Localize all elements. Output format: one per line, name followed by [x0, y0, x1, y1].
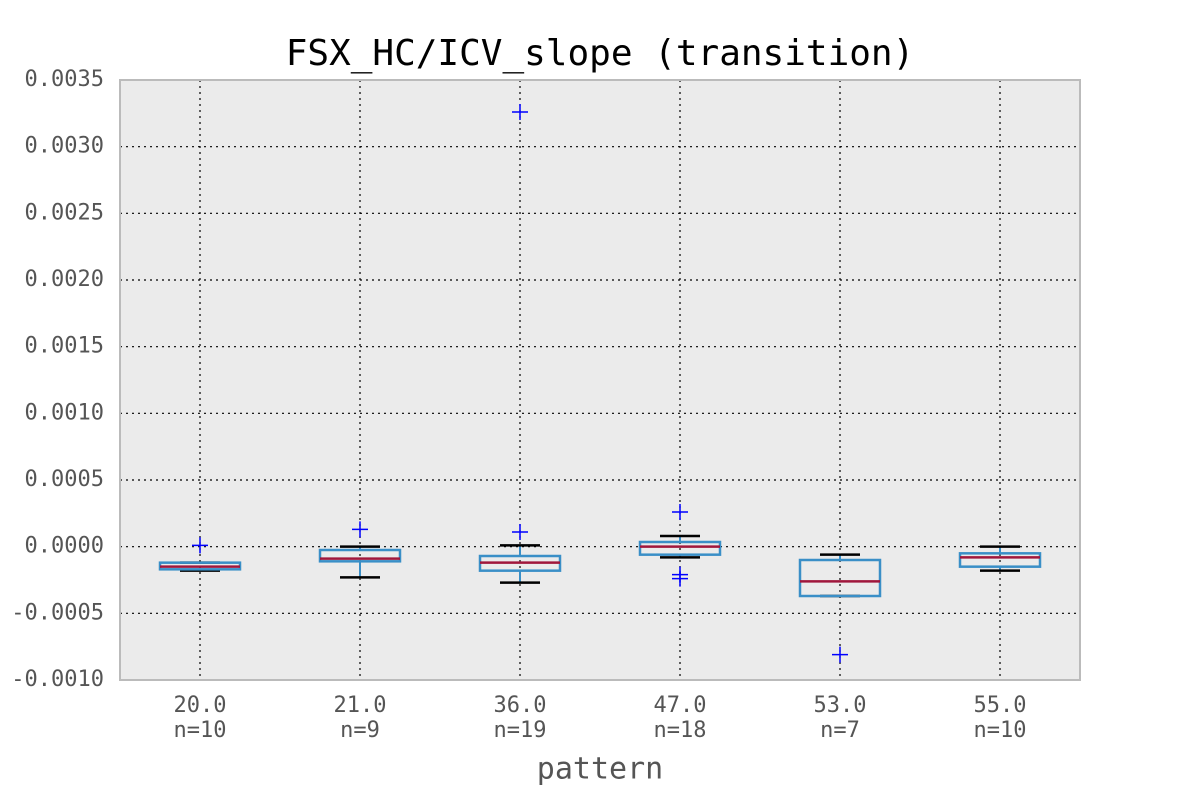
x-count-label: n=10 — [174, 718, 227, 743]
x-tick-label: 47.0 — [654, 693, 707, 718]
plot-area — [120, 80, 1080, 680]
flier — [672, 570, 688, 587]
x-tick-label: 36.0 — [494, 693, 547, 718]
x-tick-label: 53.0 — [814, 693, 867, 718]
y-tick-label: 0.0025 — [25, 200, 104, 225]
x-axis-label: pattern — [537, 752, 663, 787]
x-count-label: n=9 — [340, 718, 380, 743]
x-tick-label: 21.0 — [334, 693, 387, 718]
x-tick-label: 55.0 — [974, 693, 1027, 718]
x-count-label: n=18 — [654, 718, 707, 743]
y-tick-label: 0.0005 — [25, 467, 104, 492]
box — [318, 548, 402, 563]
y-tick-label: 0.0000 — [25, 534, 104, 559]
flier — [672, 504, 688, 520]
plot-border — [119, 79, 1081, 681]
plot-layer — [120, 79, 1080, 681]
y-tick-label: 0.0010 — [25, 400, 104, 425]
x-count-label: n=7 — [820, 718, 860, 743]
x-tick-label: 20.0 — [174, 693, 227, 718]
y-tick-label: 0.0035 — [25, 67, 104, 92]
x-count-label: n=10 — [974, 718, 1027, 743]
flier — [832, 646, 848, 663]
box — [798, 558, 882, 598]
y-tick-label: 0.0020 — [25, 267, 104, 292]
flier — [512, 104, 528, 120]
chart-title: FSX_HC/ICV_slope (transition) — [286, 33, 915, 74]
box — [958, 552, 1042, 568]
x-count-label: n=19 — [494, 718, 547, 743]
y-tick-label: 0.0015 — [25, 334, 104, 359]
flier — [352, 521, 368, 538]
y-tick-label: -0.0005 — [11, 600, 104, 625]
y-tick-label: 0.0030 — [25, 134, 104, 159]
box — [638, 540, 722, 556]
flier — [512, 524, 528, 540]
y-tick-label: -0.0010 — [11, 667, 104, 692]
flier — [192, 537, 208, 554]
